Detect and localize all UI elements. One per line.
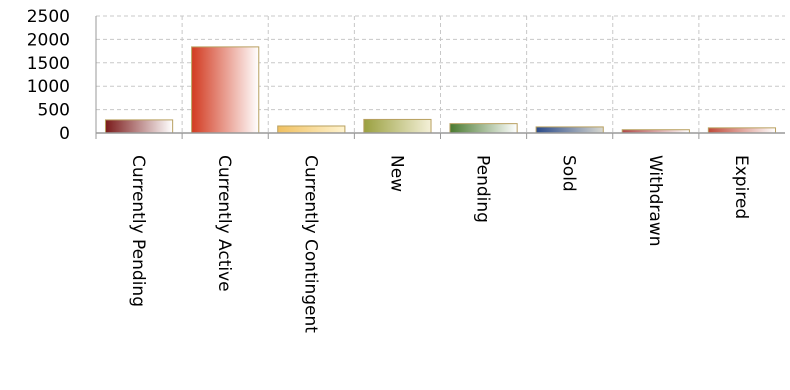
y-tick-label: 0 [59, 124, 70, 144]
bar-sold [535, 126, 604, 134]
x-tick-labels: Currently Pending Currently Active Current… [128, 155, 751, 333]
x-tick-label: Sold [559, 155, 579, 192]
x-tick-label: New [386, 155, 406, 192]
y-tick-labels: 0 500 1000 1500 2000 2500 [27, 7, 70, 144]
x-tick-label: Currently Contingent [300, 155, 320, 333]
x-tick-label: Withdrawn [645, 155, 665, 246]
y-tick-label: 1000 [27, 77, 70, 97]
y-tick-label: 2500 [27, 7, 70, 27]
x-tick-label: Currently Active [214, 155, 234, 292]
bars [104, 46, 777, 134]
bar-new [363, 118, 432, 134]
axes [95, 16, 785, 139]
y-tick-label: 2000 [27, 30, 70, 50]
y-tick-label: 1500 [27, 54, 70, 74]
x-tick-label: Currently Pending [128, 155, 148, 307]
bar-currently-active [191, 46, 260, 134]
bar-expired [707, 127, 777, 134]
x-tick-label: Pending [473, 155, 493, 223]
y-tick-label: 500 [38, 101, 70, 121]
bar-currently-pending [104, 119, 174, 134]
x-tick-label: Expired [731, 155, 751, 219]
bar-pending [449, 123, 518, 134]
bar-currently-contingent [277, 125, 346, 134]
